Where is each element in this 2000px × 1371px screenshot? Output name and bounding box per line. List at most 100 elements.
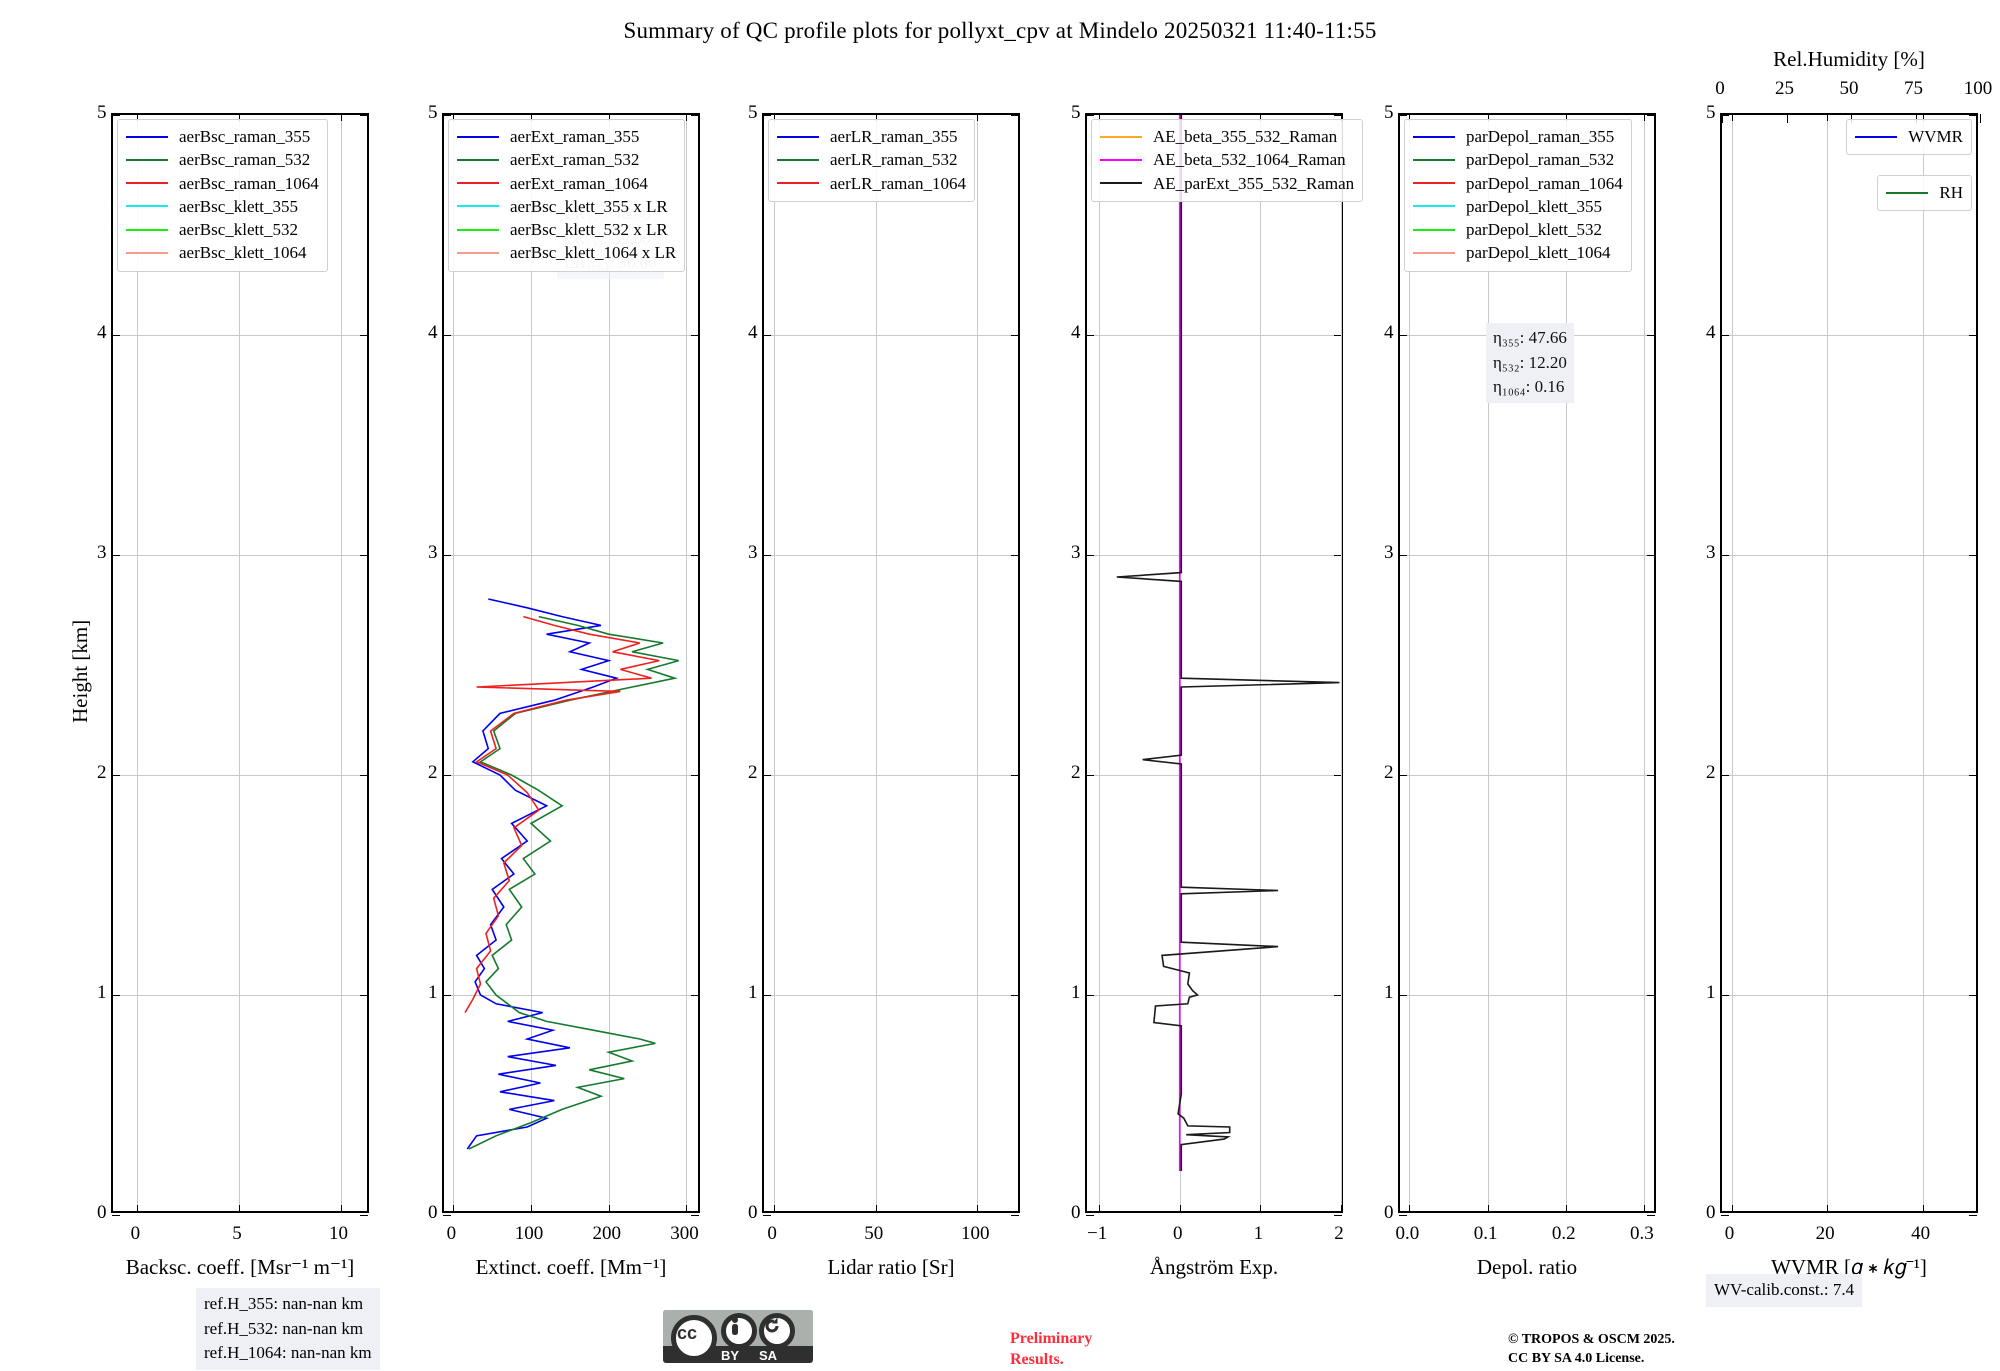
x-axis-title: Depol. ratio [1476, 1255, 1578, 1279]
gridline-vertical [1487, 115, 1489, 1211]
legend-color-swatch [1100, 135, 1142, 138]
gridline-horizontal [764, 775, 1018, 776]
gridline-vertical [1409, 115, 1411, 1211]
legend-entry: parDepol_raman_532 [1413, 148, 1623, 171]
legend-entry: aerLR_raman_532 [777, 148, 966, 171]
ytick [443, 555, 451, 556]
ytick-right [360, 775, 368, 776]
legend-entry: aerBsc_klett_1064 x LR [457, 241, 676, 264]
series-line [1116, 115, 1340, 1171]
legend-label: parDepol_raman_532 [1466, 150, 1615, 170]
legend-extinction[interactable]: aerExt_raman_355 aerExt_raman_532 aerExt_r… [448, 119, 686, 272]
legend-depol-ratio[interactable]: parDepol_raman_355 parDepol_raman_532 parD… [1404, 119, 1632, 272]
xtick [137, 1205, 139, 1212]
legend-backscatter[interactable]: aerBsc_raman_355 aerBsc_raman_532 aerBsc_r… [117, 119, 328, 272]
legend-color-swatch [457, 228, 499, 231]
legend-color-swatch [1413, 182, 1455, 185]
x-axis-title: Ångström Exp. [1149, 1255, 1279, 1279]
gridline-vertical [1260, 115, 1262, 1211]
xtick-label: 0.2 [1551, 1223, 1576, 1244]
legend-color-swatch [777, 182, 819, 185]
legend-entry: AE_beta_532_1064_Raman [1100, 148, 1354, 171]
xtick-label: −1 [1086, 1223, 1108, 1244]
xtick-label: 0.1 [1473, 1223, 1498, 1244]
legend-entry: AE_parExt_355_532_Raman [1100, 172, 1354, 195]
ref-height-line: ref.H_532: nan-nan km [204, 1318, 364, 1338]
xtick [238, 1205, 240, 1212]
top-xtick [1851, 114, 1852, 123]
ytick [1721, 775, 1729, 776]
gridline-vertical [1099, 115, 1101, 1211]
legend-rh[interactable]: RH [1877, 175, 1972, 212]
ytick [443, 995, 451, 996]
figure-title: Summary of QC profile plots for pollyxt_… [623, 18, 1377, 43]
data-curves [1400, 115, 1658, 1215]
ytick [763, 1215, 771, 1216]
top-xtick [1980, 114, 1981, 123]
legend-wvmr[interactable]: WVMR [1846, 119, 1972, 156]
legend-entry: parDepol_klett_1064 [1413, 241, 1623, 264]
gridline-vertical [453, 115, 455, 1211]
legend-color-swatch [1855, 135, 1898, 138]
ytick [443, 335, 451, 336]
legend-color-swatch [457, 252, 499, 255]
ytick-right [1647, 335, 1655, 336]
gridline-horizontal [1400, 555, 1654, 556]
y-axis-title: Height [km] [68, 619, 92, 723]
xtick [686, 1205, 688, 1212]
x-axis-title: Backsc. coeff. [Msr⁻¹ m⁻¹] [125, 1255, 355, 1279]
gridline-vertical [1731, 115, 1733, 1211]
ytick [763, 335, 771, 336]
panel-lidar-ratio: 0 1 2 3 4 5 0 50 100 Lidar ratio [Sr] aerLR_raman_… [748, 102, 1020, 1279]
ytick [443, 115, 451, 116]
legend-entry: parDepol_klett_532 [1413, 218, 1623, 241]
top-xtick [1915, 114, 1917, 123]
ytick [112, 775, 120, 776]
legend-color-swatch [457, 182, 499, 185]
xtick-label: 50 [864, 1223, 884, 1244]
legend-entry: parDepol_raman_355 [1413, 125, 1623, 148]
xtick-label: 0 [446, 1223, 457, 1244]
legend-label: aerExt_raman_355 [510, 127, 640, 146]
legend-color-swatch [1413, 205, 1455, 208]
gridline-horizontal [1087, 995, 1341, 996]
ytick-right [1011, 115, 1019, 116]
ytick-right [691, 115, 699, 116]
series-line [466, 598, 620, 1150]
legend-entry: aerBsc_klett_355 [126, 195, 319, 218]
legend-label: aerExt_raman_532 [510, 150, 640, 170]
legend-lidar-ratio[interactable]: aerLR_raman_355 aerLR_raman_532 aerLR_rama… [768, 119, 975, 202]
ytick-right [691, 995, 699, 996]
xtick-top [1260, 114, 1262, 121]
ytick [443, 1215, 451, 1216]
gridline-vertical [977, 115, 979, 1211]
legend-label: aerBsc_klett_355 [179, 196, 298, 216]
ytick [1399, 115, 1407, 116]
plot-area-wvmr [1720, 113, 1981, 1216]
ytick [763, 115, 771, 116]
legend-label: aerBsc_raman_532 [179, 150, 311, 170]
legend-entry: parDepol_raman_1064 [1413, 172, 1623, 195]
xtick-top [608, 114, 610, 121]
gridline-horizontal [1722, 775, 1976, 776]
xtick [1260, 1205, 1262, 1212]
ytick-right [1011, 775, 1019, 776]
xtick-top [1487, 114, 1489, 121]
legend-angstrom-exponent[interactable]: AE_beta_355_532_Raman AE_beta_532_1064_Ra… [1091, 119, 1364, 202]
ytick [1399, 335, 1407, 336]
gridline-horizontal [1087, 335, 1341, 336]
ytick-right [1011, 555, 1019, 556]
ytick [112, 995, 120, 996]
gridline-vertical [1565, 115, 1567, 1211]
legend-label: aerLR_raman_1064 [830, 173, 966, 193]
legend-color-swatch [777, 158, 819, 161]
legend-entry: RH [1886, 181, 1963, 204]
ytick [1086, 335, 1094, 336]
gridline-vertical [1922, 115, 1924, 1211]
legend-entry: aerBsc_raman_532 [126, 148, 319, 171]
wv-calib-note: WV-calib.const.: 7.4 [1706, 1274, 1863, 1307]
legend-entry: aerExt_raman_1064 [457, 172, 676, 195]
ytick-right [1011, 1215, 1019, 1216]
xtick-label: 0 [767, 1223, 777, 1244]
ytick [1086, 555, 1094, 556]
